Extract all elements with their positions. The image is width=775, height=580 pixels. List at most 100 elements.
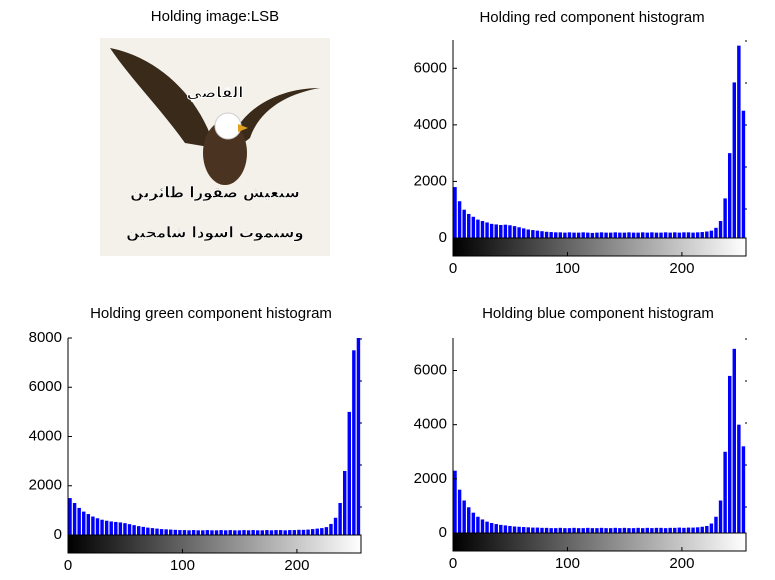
bar [650,528,653,533]
bar [73,503,76,535]
bar [174,530,177,535]
bar [495,224,498,238]
image-text: القاضي [187,84,244,102]
bar [668,233,671,238]
bar [82,512,85,535]
bar [623,233,626,238]
bar [522,228,525,238]
bar [247,530,250,535]
x-tick-label: 200 [284,557,309,574]
bar [472,513,475,533]
bar [678,233,681,238]
bar [595,233,598,238]
bar [504,225,507,238]
bar [151,528,154,535]
bar [96,518,99,535]
bar [719,501,722,534]
bar [467,214,470,238]
bar [325,527,328,535]
bar [293,530,296,535]
y-tick-label: 0 [439,524,447,541]
y-tick-label: 6000 [414,361,447,378]
bar [453,187,456,238]
y-tick-label: 2000 [414,470,447,487]
bar [719,221,722,238]
bar [646,233,649,238]
bar [453,471,456,533]
x-tick-label: 100 [555,555,580,572]
bar [311,529,314,535]
bar [696,527,699,533]
bar [146,528,149,535]
bar [123,523,126,535]
bar [591,528,594,533]
bar [678,528,681,533]
bar [710,524,713,533]
bar [609,528,612,533]
bar [641,232,644,238]
eagle-head [215,113,241,139]
bar [265,530,268,535]
bar [545,528,548,533]
bar [196,530,199,535]
bar [600,232,603,238]
bar [701,527,704,533]
bar [206,530,209,535]
bar [554,232,557,238]
bar [554,528,557,533]
bar [476,220,479,238]
bar [733,349,736,533]
bar [233,530,236,535]
bar [664,528,667,533]
bar [577,528,580,533]
bar [513,527,516,534]
bar [178,530,181,535]
bar [164,529,167,535]
bar [522,527,525,533]
bar [586,233,589,238]
bar [577,233,580,238]
bar [737,425,740,533]
bar [627,528,630,533]
y-tick-label: 0 [439,229,447,246]
bar [517,227,520,238]
bar [499,225,502,238]
bar [201,530,204,535]
bar [536,528,539,533]
bar [495,524,498,533]
bar [192,530,195,535]
chart-title: Holding red component histogram [479,9,704,26]
image-title: Holding image:LSB [151,8,279,25]
bar [581,528,584,533]
bar [242,530,245,535]
bar [229,530,232,535]
bar [600,528,603,533]
bar [119,522,122,535]
bar [527,230,530,238]
bar [320,528,323,535]
bar [110,521,113,535]
bar [132,525,135,535]
bar [467,507,470,533]
bar [618,233,621,238]
bar [723,452,726,533]
bar [714,517,717,533]
bar [687,232,690,238]
bar [540,231,543,238]
bar [329,524,332,535]
bar [485,222,488,238]
bar [742,446,745,533]
bar [691,528,694,533]
bar [595,528,598,533]
bar [559,528,562,533]
bar [614,232,617,238]
bar [527,527,530,533]
bar [288,530,291,535]
bar [155,529,158,535]
bar [581,232,584,238]
y-tick-label: 4000 [414,416,447,433]
bar [655,528,658,533]
bar [568,528,571,533]
bar [627,232,630,238]
bar [499,525,502,533]
